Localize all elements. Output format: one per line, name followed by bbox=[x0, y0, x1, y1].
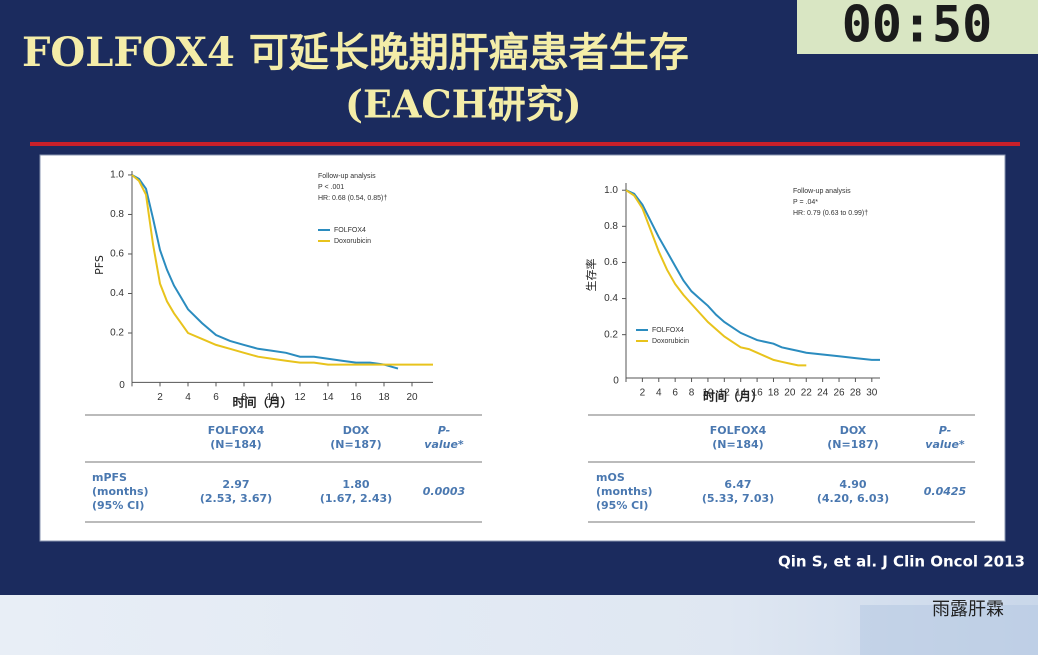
annotation: Follow-up analysis bbox=[793, 188, 851, 195]
x-tick-label: 14 bbox=[735, 388, 747, 399]
x-tick-label: 8 bbox=[241, 392, 247, 403]
table-header: (N=187) bbox=[827, 438, 878, 451]
timer-box bbox=[797, 0, 1038, 54]
survival-curve bbox=[131, 174, 433, 366]
y-tick-label: 0.2 bbox=[604, 329, 618, 340]
x-tick-label: 8 bbox=[689, 388, 695, 399]
annotation: Follow-up analysis bbox=[318, 173, 376, 180]
x-tick-label: 10 bbox=[266, 392, 278, 403]
x-tick-label: 2 bbox=[640, 388, 646, 399]
x-tick-label: 2 bbox=[157, 392, 163, 403]
x-tick-label: 6 bbox=[213, 392, 219, 403]
survival-curve bbox=[625, 189, 880, 361]
skyline bbox=[860, 605, 1038, 655]
row-label: (95% CI) bbox=[596, 499, 648, 512]
x-tick-label: 12 bbox=[294, 392, 306, 403]
x-tick-label: 16 bbox=[752, 388, 764, 399]
content: 0.20.40.60.81.002 4 6 8 10 12 14 16 18 20时间（月）PFS… bbox=[85, 170, 975, 523]
x-tick-label: 4 bbox=[185, 392, 191, 403]
x-tick-label: 0 bbox=[119, 380, 125, 391]
y-tick-label: 1.0 bbox=[110, 170, 124, 181]
x-tick-label: 24 bbox=[817, 388, 829, 399]
row-label: (months) bbox=[92, 485, 149, 498]
table-header: FOLFOX4 bbox=[208, 424, 265, 437]
x-tick-label: 16 bbox=[350, 392, 362, 403]
x-tick-label: 18 bbox=[378, 392, 390, 403]
table-header: (N=184) bbox=[210, 438, 261, 451]
y-tick-label: 0.4 bbox=[110, 288, 124, 299]
table-header: P- bbox=[939, 424, 951, 437]
row-label: (months) bbox=[596, 485, 653, 498]
table-cell: (1.67, 2.43) bbox=[320, 492, 392, 505]
table-header: DOX bbox=[840, 424, 867, 437]
table-cell: (4.20, 6.03) bbox=[817, 492, 889, 505]
x-tick-label: 20 bbox=[406, 392, 418, 403]
survival-curve bbox=[131, 174, 399, 370]
table-cell: (5.33, 7.03) bbox=[702, 492, 774, 505]
row-label: mPFS bbox=[92, 471, 127, 484]
y-tick-label: 0.8 bbox=[604, 221, 618, 232]
y-tick-label: 0.6 bbox=[604, 257, 618, 268]
x-tick-label: 30 bbox=[866, 388, 878, 399]
annotation: HR: 0.68 (0.54, 0.85)† bbox=[318, 195, 387, 202]
table-header: FOLFOX4 bbox=[710, 424, 767, 437]
watermark: 雨露肝霖 bbox=[932, 599, 1004, 620]
x-tick-label: 28 bbox=[850, 388, 862, 399]
legend-label: FOLFOX4 bbox=[652, 327, 684, 334]
x-tick-label: 22 bbox=[801, 388, 813, 399]
x-tick-label: 4 bbox=[656, 388, 662, 399]
y-tick-label: 0.8 bbox=[110, 209, 124, 220]
table-header: value* bbox=[424, 438, 464, 451]
table-cell: 1.80 bbox=[342, 478, 369, 491]
survival-curve bbox=[625, 189, 807, 367]
x-tick-label: 0 bbox=[613, 376, 619, 387]
table-header: DOX bbox=[343, 424, 370, 437]
x-axis-label: 时间（月） bbox=[232, 395, 292, 410]
legend-label: FOLFOX4 bbox=[334, 227, 366, 234]
citation: Qin S, et al. J Clin Oncol 2013 bbox=[778, 553, 1025, 571]
x-tick-label: 10 bbox=[702, 388, 714, 399]
table-cell: 4.90 bbox=[839, 478, 866, 491]
y-tick-label: 1.0 bbox=[604, 185, 618, 196]
x-tick-label: 12 bbox=[719, 388, 731, 399]
timer: 00:50 bbox=[842, 0, 993, 54]
annotation: P < .001 bbox=[318, 184, 344, 191]
table-header: (N=184) bbox=[712, 438, 763, 451]
y-tick-label: 0.6 bbox=[110, 249, 124, 260]
divider bbox=[30, 142, 1020, 146]
table-cell: 6.47 bbox=[724, 478, 751, 491]
legend-label: Doxorubicin bbox=[652, 338, 689, 345]
y-tick-label: 0.4 bbox=[604, 293, 618, 304]
table-cell: (2.53, 3.67) bbox=[200, 492, 272, 505]
y-tick-label: 0.2 bbox=[110, 328, 124, 339]
x-axis-label: 时间（月） bbox=[703, 389, 763, 404]
y-axis-label: PFS bbox=[93, 255, 106, 275]
legend-label: Doxorubicin bbox=[334, 238, 371, 245]
table-cell: 2.97 bbox=[222, 478, 249, 491]
x-tick-label: 14 bbox=[322, 392, 334, 403]
table-header: value* bbox=[925, 438, 965, 451]
title: (EACH研究) bbox=[345, 82, 582, 127]
panel bbox=[39, 154, 1006, 542]
y-axis-label: 生存率 bbox=[584, 259, 598, 292]
row-label: (95% CI) bbox=[92, 499, 144, 512]
x-tick-label: 20 bbox=[784, 388, 796, 399]
annotation: P = .04* bbox=[793, 199, 818, 206]
x-tick-label: 18 bbox=[768, 388, 780, 399]
table-header: (N=187) bbox=[330, 438, 381, 451]
title: FOLFOX4 可延长晚期肝癌患者生存 bbox=[22, 29, 689, 76]
table-cell: 0.0425 bbox=[924, 485, 967, 498]
annotation: HR: 0.79 (0.63 to 0.99)† bbox=[793, 210, 868, 217]
x-tick-label: 26 bbox=[833, 388, 845, 399]
table-cell: 0.0003 bbox=[423, 485, 466, 498]
x-tick-label: 6 bbox=[672, 388, 678, 399]
table-header: P- bbox=[438, 424, 450, 437]
row-label: mOS bbox=[596, 471, 625, 484]
